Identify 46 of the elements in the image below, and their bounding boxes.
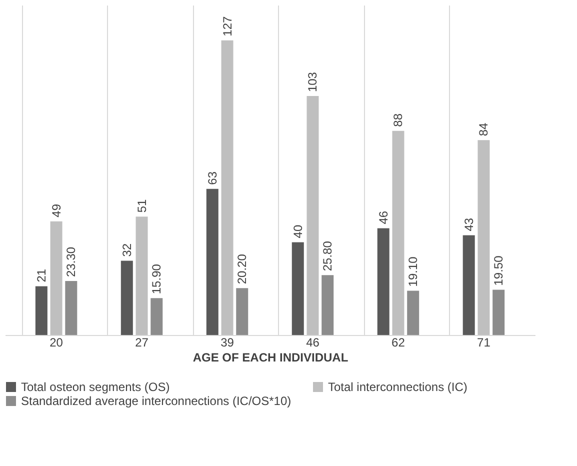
data-label: 63 [205,171,220,185]
data-label: 19.50 [492,255,506,286]
data-label: 32 [120,243,134,257]
x-tick-label: 27 [135,336,149,350]
data-label: 23.30 [64,246,78,277]
bar [322,275,334,335]
x-tick-label: 39 [220,336,234,350]
bar [120,260,133,335]
data-label: 49 [49,204,64,218]
bar [392,130,404,335]
data-label: 43 [462,218,476,232]
bar [35,286,48,335]
bar [221,40,234,335]
bar [407,290,420,335]
legend-label: Total osteon segments (OS) [21,380,170,394]
data-label: 51 [134,199,149,213]
bar [65,280,78,335]
data-label: 20.20 [235,254,250,284]
data-label: 46 [376,210,390,224]
data-label: 19.10 [406,256,420,287]
x-tick-label: 71 [477,336,491,350]
bar [206,188,218,335]
data-label: 21 [34,268,48,282]
bar [492,290,505,335]
bar [150,298,163,335]
bar [377,228,390,335]
bar [478,140,490,335]
legend-label: Total interconnections (IC) [328,380,468,394]
x-axis-title: AGE OF EACH INDIVIDUAL [192,350,348,364]
bar [236,288,248,335]
data-label: 15.90 [150,264,164,294]
data-label: 103 [306,72,320,92]
legend-label: Standardized average interconnections (IC/OS*10) [21,394,292,408]
bar [50,221,62,335]
x-tick-label: 20 [50,336,64,350]
x-tick-label: 46 [306,336,320,350]
bar [292,242,304,335]
bar [306,96,319,335]
data-label: 127 [220,16,234,36]
bar [462,235,475,335]
data-label: 40 [290,224,305,238]
data-label: 25.80 [320,240,335,272]
bar [136,216,148,335]
data-label: 88 [391,113,406,127]
x-tick-label: 62 [392,336,406,350]
data-label: 84 [476,122,491,136]
